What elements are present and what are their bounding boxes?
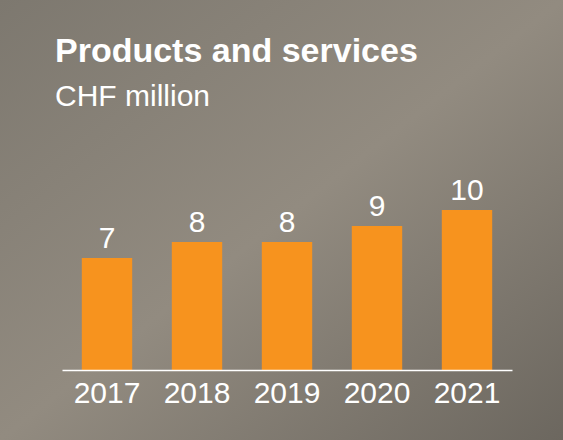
bar [82,258,132,370]
x-tick: 2020 [344,376,411,409]
x-tick: 2017 [74,376,141,409]
bar [442,210,492,370]
background [0,0,563,440]
data-labels: 7 8 8 9 10 [99,173,484,254]
title: Products and services [55,31,418,69]
subtitle: CHF million [55,79,210,112]
x-tick-label: 2019 [254,376,321,409]
data-label: 10 [450,173,483,206]
data-label: 9 [369,189,386,222]
data-label: 8 [189,205,206,238]
chart: 2017 2018 2019 2020 2021 7 8 8 9 10 Products and s… [0,0,563,440]
x-tick: 2021 [434,376,501,409]
x-tick: 2018 [164,376,231,409]
data-label: 8 [279,205,296,238]
bar [172,242,222,370]
x-tick: 2019 [254,376,321,409]
x-tick-label: 2021 [434,376,501,409]
bar [352,226,402,370]
x-tick-label: 2018 [164,376,231,409]
data-label: 7 [99,221,116,254]
x-tick-label: 2017 [74,376,141,409]
x-axis: 2017 2018 2019 2020 2021 [63,371,513,410]
x-tick-label: 2020 [344,376,411,409]
bar [262,242,312,370]
x-axis-line [63,370,513,372]
